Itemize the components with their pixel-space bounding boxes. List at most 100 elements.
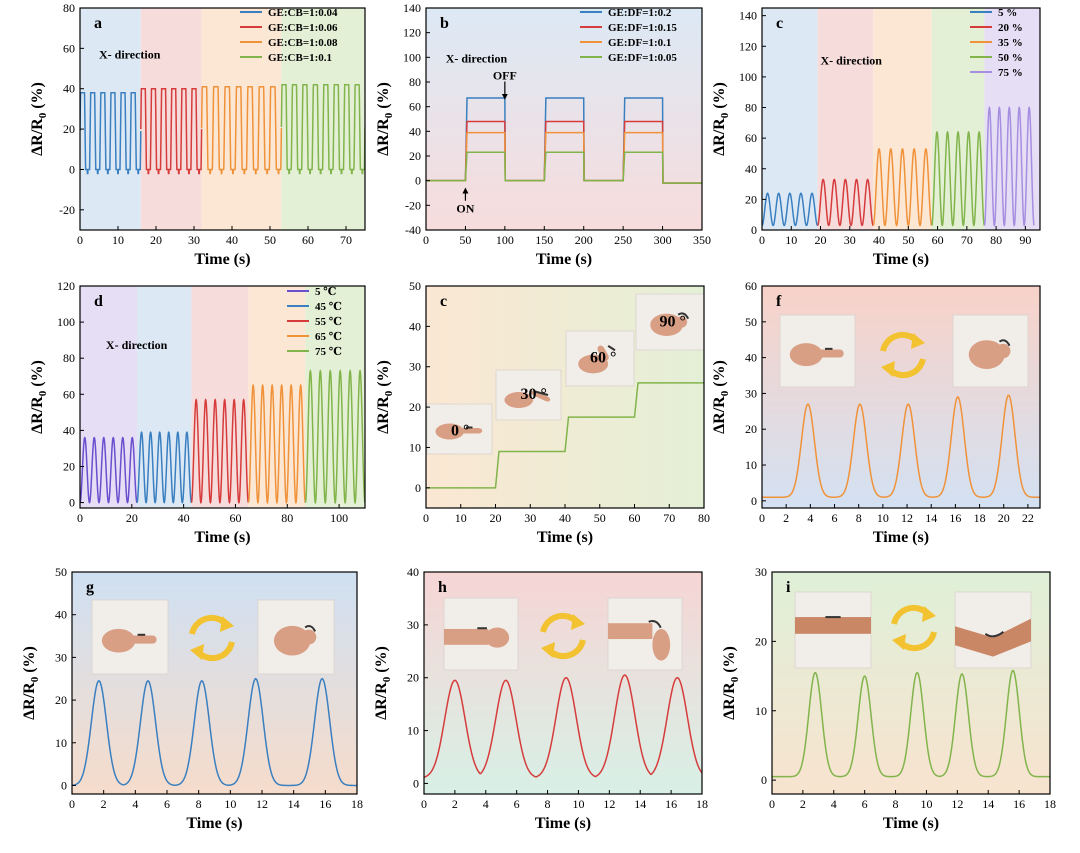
f-axes-frame	[761, 285, 1041, 509]
f-x-tick-label: 16	[949, 511, 961, 525]
b-x-tick-label: 0	[423, 233, 429, 247]
c-x-tick-label: 60	[932, 233, 944, 247]
d-series-line-4	[304, 369, 365, 505]
g-cycle-arrows-icon	[189, 614, 235, 662]
d-series-line-1	[136, 431, 192, 504]
b-x-tick-label: 200	[575, 233, 593, 247]
c-x-tick-label: 40	[873, 233, 885, 247]
i-y-tick-label: 30	[755, 565, 767, 579]
i-panel-label: i	[786, 579, 791, 596]
e-panel-label: c	[440, 293, 447, 310]
d-x-axis-label: Time (s)	[194, 529, 250, 546]
a-x-tick-label: 20	[150, 233, 162, 247]
h-x-tick-label: 10	[572, 797, 584, 811]
e-x-tick-label: 70	[663, 511, 675, 525]
h-x-axis-label: Time (s)	[535, 815, 591, 832]
a-legend-label: GE:CB=1:0.04	[268, 7, 338, 19]
c-x-tick-label: 70	[961, 233, 973, 247]
e-photo-2	[565, 330, 635, 387]
e-x-tick-label: 50	[594, 511, 606, 525]
a-x-axis-label: Time (s)	[194, 251, 250, 268]
g-photo-1	[257, 599, 335, 675]
h-y-tick-label: 10	[407, 724, 419, 738]
e-x-tick-label: 20	[490, 511, 502, 525]
a-x-tick-label: 40	[226, 233, 238, 247]
h-x-tick-label: 6	[514, 797, 520, 811]
b-annotation: OFF	[493, 69, 517, 83]
a-y-tick-label: 40	[63, 82, 75, 96]
b-series-line-0	[426, 97, 702, 184]
e-x-tick-label: 80	[698, 511, 710, 525]
d-axes-frame	[79, 285, 366, 509]
h-cycle-arrows-icon	[540, 612, 586, 660]
h-y-tick-label: 30	[407, 618, 419, 632]
a-legend-label: GE:CB=1:0.1	[268, 52, 332, 64]
d-x-tick-label: 0	[77, 511, 83, 525]
b-y-tick-label: 40	[409, 124, 421, 138]
f-x-tick-label: 6	[832, 511, 838, 525]
h-y-tick-label: 40	[407, 565, 419, 579]
c-x-tick-label: 80	[990, 233, 1002, 247]
f-x-tick-label: 12	[901, 511, 913, 525]
f-x-tick-label: 4	[807, 511, 813, 525]
c-panel-label: c	[776, 15, 783, 32]
i-y-tick-label: 0	[761, 773, 767, 787]
i-x-tick-label: 4	[831, 797, 837, 811]
d-background-band-0	[80, 286, 137, 508]
d-y-tick-label: 60	[63, 387, 75, 401]
d-x-tick-label: 100	[330, 511, 348, 525]
a-axes-frame	[79, 7, 366, 231]
d-legend-label: 45 ℃	[315, 301, 342, 313]
e-photo-0	[426, 403, 493, 455]
i-x-tick-label: 0	[769, 797, 775, 811]
i-x-tick-label: 8	[893, 797, 899, 811]
b-series-line-2	[426, 131, 702, 184]
a-series-line-3	[280, 83, 365, 175]
i-cycle-arrows-icon	[891, 604, 937, 652]
b-x-tick-label: 300	[654, 233, 672, 247]
c-x-tick-label: 10	[785, 233, 797, 247]
d-y-axis-label: ΔR/R0 (%)	[29, 360, 49, 434]
b-x-tick-label: 50	[459, 233, 471, 247]
b-x-tick-label: 100	[496, 233, 514, 247]
a-y-tick-label: 80	[63, 1, 75, 15]
h-photo-0	[443, 597, 519, 671]
c-x-tick-label: 30	[844, 233, 856, 247]
g-x-tick-label: 14	[288, 797, 300, 811]
b-y-tick-label: 100	[403, 50, 421, 64]
f-y-tick-label: 40	[745, 351, 757, 365]
b-y-tick-label: 120	[403, 26, 421, 40]
c-series-line-4	[983, 106, 1035, 227]
a-legend-label: GE:CB=1:0.06	[268, 22, 338, 34]
g-axes-frame	[71, 571, 358, 795]
b-legend-label: GE:DF=1:0.15	[608, 22, 677, 34]
e-angle-label: 90 °	[659, 313, 685, 330]
c-y-tick-label: 140	[739, 9, 757, 23]
b-axes-frame	[425, 7, 703, 231]
h-x-tick-label: 12	[603, 797, 615, 811]
b-annotation: ON	[456, 202, 474, 216]
a-y-tick-label: 60	[63, 41, 75, 55]
d-x-tick-label: 80	[281, 511, 293, 525]
a-y-tick-label: 20	[63, 122, 75, 136]
e-series-line-0	[426, 382, 704, 489]
b-x-axis-label: Time (s)	[536, 251, 592, 268]
b-annotation: X- direction	[446, 51, 508, 65]
i-y-axis-label: ΔR/R0 (%)	[721, 646, 741, 720]
g-y-tick-label: 30	[55, 650, 67, 664]
b-series-line-1	[426, 120, 702, 184]
f-photo-1	[952, 314, 1029, 388]
a-x-tick-label: 70	[340, 233, 352, 247]
e-photo-1	[495, 369, 562, 421]
g-x-tick-label: 10	[224, 797, 236, 811]
h-x-tick-label: 18	[696, 797, 708, 811]
c-legend-label: 75 %	[998, 67, 1023, 79]
g-x-tick-label: 18	[351, 797, 363, 811]
b-y-axis-label: ΔR/R0 (%)	[375, 82, 395, 156]
c-y-tick-label: 40	[745, 162, 757, 176]
c-y-tick-label: 0	[751, 223, 757, 237]
c-x-tick-label: 0	[759, 233, 765, 247]
d-y-tick-label: 100	[57, 315, 75, 329]
d-y-tick-label: 120	[57, 279, 75, 293]
